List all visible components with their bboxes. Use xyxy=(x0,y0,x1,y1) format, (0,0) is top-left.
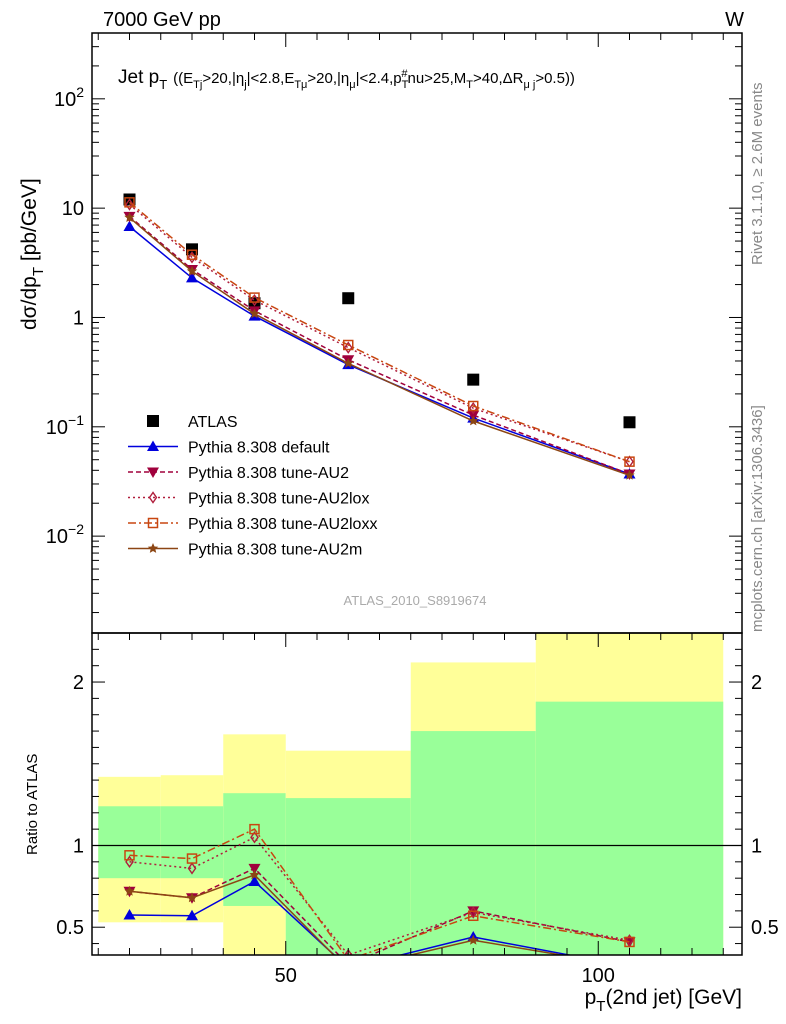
main-point-default-0 xyxy=(123,220,136,231)
ratio-y-axis-label: Ratio to ATLAS xyxy=(24,754,41,855)
ratio-point-au2m-4 xyxy=(468,934,479,945)
legend-marker-au2loxx xyxy=(147,517,159,529)
ratio-point-au2m-3 xyxy=(343,964,354,974)
main-point-au2m-4 xyxy=(468,415,479,426)
legend-label-default: Pythia 8.308 default xyxy=(188,440,330,457)
ratio-ytick-label-left-1: 1 xyxy=(73,835,84,857)
main-point-au2m-1 xyxy=(186,265,198,276)
legend-label-au2m: Pythia 8.308 tune-AU2m xyxy=(188,542,362,559)
chart-title: Jet pT ((ETj>20,|ηj|<2.8,ETμ>20,|ημ|<2.4,… xyxy=(118,67,575,92)
main-point-au2loxx-1 xyxy=(186,249,198,260)
rivet-version-label: Rivet 3.1.10, ≥ 2.6M events xyxy=(749,83,766,266)
ratio-point-au2loxx-3 xyxy=(343,954,354,955)
main-line-default xyxy=(129,225,630,475)
main-point-au2m-3 xyxy=(343,357,354,368)
legend-label-au2loxx: Pythia 8.308 tune-AU2loxx xyxy=(188,516,377,533)
energy-label: 7000 GeV pp xyxy=(103,9,221,31)
main-point-au2m-2 xyxy=(249,308,260,319)
main-ytick-label-1: 10−1 xyxy=(46,412,84,439)
main-line-au2 xyxy=(129,215,630,475)
ratio-point-default-2 xyxy=(248,875,261,886)
xtick-label-1: 100 xyxy=(582,965,615,987)
xtick-label-0: 50 xyxy=(275,965,297,987)
ratio-band-inner-5 xyxy=(535,701,724,955)
ratio-band-inner-2 xyxy=(223,793,286,906)
main-line-au2m xyxy=(129,217,630,477)
ratio-point-au2m-1 xyxy=(186,892,198,903)
main-point-au2lox-2 xyxy=(250,293,259,307)
main-point-default-1 xyxy=(186,271,198,283)
main-point-data-5 xyxy=(623,416,636,429)
main-point-data-1 xyxy=(186,243,198,256)
ratio-ytick-label-left-0: 0.5 xyxy=(56,917,84,939)
ratio-line-au2lox xyxy=(129,836,630,955)
main-point-data-3 xyxy=(342,292,355,305)
legend-marker-default xyxy=(147,440,159,451)
ratio-ytick-label-left-2: 2 xyxy=(73,672,84,694)
ratio-point-au2loxx-2 xyxy=(249,823,260,835)
main-point-au2lox-0 xyxy=(125,198,134,211)
ratio-ytick-label-right-1: 1 xyxy=(751,835,762,857)
ratio-point-au2-2 xyxy=(248,863,261,875)
legend: ATLAS Pythia 8.308 default Pythia 8.308 tu… xyxy=(128,414,377,559)
process-label: W xyxy=(725,9,744,31)
main-ytick-label-2: 1 xyxy=(73,307,84,329)
main-point-au2loxx-0 xyxy=(124,197,135,208)
ratio-point-au2m-2 xyxy=(249,869,260,880)
ratio-point-au2m-0 xyxy=(124,885,135,896)
main-ytick-label-4: 102 xyxy=(54,84,84,111)
legend-label-data: ATLAS xyxy=(188,414,238,431)
ratio-point-au2loxx-5 xyxy=(624,936,635,948)
ratio-ytick-label-right-2: 2 xyxy=(751,672,762,694)
main-point-au2m-0 xyxy=(124,212,135,222)
main-point-au2lox-3 xyxy=(343,341,353,354)
axes: 10−2 10−1 1 10 102 50 100 0.5 0.5 1 1 2 2 xyxy=(46,32,779,987)
main-point-au2m-5 xyxy=(624,469,635,480)
ratio-point-default-1 xyxy=(186,909,198,921)
ratio-point-au2lox-1 xyxy=(187,862,197,875)
ratio-ytick-label-right-0: 0.5 xyxy=(751,917,779,939)
legend-label-au2lox: Pythia 8.308 tune-AU2lox xyxy=(188,491,369,508)
main-point-data-4 xyxy=(467,373,480,386)
ratio-point-default-0 xyxy=(123,908,136,920)
ratio-point-au2lox-3 xyxy=(343,948,353,955)
main-point-au2loxx-4 xyxy=(468,400,479,412)
ratio-point-au2loxx-1 xyxy=(186,853,198,864)
legend-marker-au2lox xyxy=(148,491,158,504)
x-axis-label: pT(2nd jet) [GeV] xyxy=(585,986,742,1015)
ratio-point-au2loxx-4 xyxy=(468,910,479,922)
ratio-point-au2lox-5 xyxy=(625,934,634,947)
ratio-point-default-5 xyxy=(624,960,636,971)
ratio-band-inner-3 xyxy=(285,798,411,955)
legend-marker-data xyxy=(147,415,159,427)
main-ytick-label-0: 10−2 xyxy=(46,521,84,548)
legend-label-au2: Pythia 8.308 tune-AU2 xyxy=(188,465,349,482)
analysis-id-label: ATLAS_2010_S8919674 xyxy=(344,593,487,608)
ratio-point-default-3 xyxy=(342,962,354,973)
main-y-axis-label: dσ/dpT [pb/GeV] xyxy=(18,178,47,330)
legend-marker-au2 xyxy=(147,467,159,478)
ratio-point-au2-3 xyxy=(342,960,354,971)
main-line-au2loxx xyxy=(129,201,630,463)
ratio-band-inner-1 xyxy=(160,806,224,879)
main-point-au2loxx-5 xyxy=(624,456,635,467)
ratio-panel-frame xyxy=(91,632,743,956)
ratio-point-au2lox-2 xyxy=(250,831,259,844)
ratio-point-au2loxx-0 xyxy=(124,850,135,861)
legend-marker-au2m xyxy=(147,543,159,553)
mcplots-reference-label: mcplots.cern.ch [arXiv:1306.3436] xyxy=(749,405,766,632)
ratio-uncertainty-bands xyxy=(92,633,742,955)
ratio-panel-series xyxy=(123,823,636,974)
main-ytick-label-3: 10 xyxy=(62,198,84,220)
ratio-line-au2loxx xyxy=(129,828,630,955)
main-line-au2lox xyxy=(129,203,630,463)
ratio-band-inner-4 xyxy=(410,731,536,955)
ratio-line-au2m xyxy=(129,874,566,955)
main-panel-series xyxy=(123,193,636,481)
ratio-point-au2m-5 xyxy=(624,961,634,971)
main-point-au2loxx-2 xyxy=(249,292,260,303)
ratio-line-default xyxy=(129,880,573,955)
main-point-au2loxx-3 xyxy=(343,339,354,351)
